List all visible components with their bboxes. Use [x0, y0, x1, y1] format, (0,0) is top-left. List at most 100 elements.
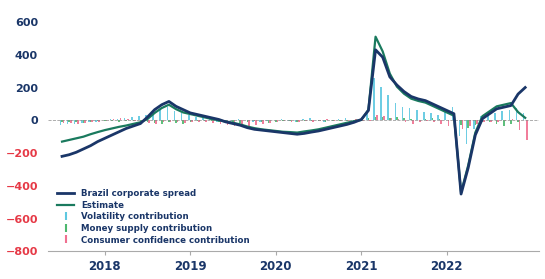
Bar — [312, 120, 314, 122]
Bar — [412, 120, 414, 124]
Bar — [469, 120, 470, 126]
Bar — [232, 120, 234, 122]
Bar — [341, 120, 342, 121]
Bar — [106, 120, 107, 121]
Bar — [275, 120, 276, 122]
Bar — [387, 95, 389, 120]
Bar — [489, 120, 490, 122]
Bar — [141, 120, 143, 122]
Bar — [197, 120, 198, 121]
Bar — [403, 118, 405, 120]
Bar — [88, 120, 90, 122]
Bar — [216, 120, 218, 122]
Bar — [396, 117, 398, 120]
Bar — [288, 120, 289, 121]
Legend: Brazil corporate spread, Estimate, Volatility contribution, Money supply contrib: Brazil corporate spread, Estimate, Volat… — [57, 189, 250, 245]
Bar — [61, 120, 63, 122]
Bar — [410, 119, 412, 120]
Bar — [519, 120, 520, 130]
Bar — [432, 118, 433, 120]
Bar — [391, 118, 392, 120]
Bar — [195, 117, 197, 120]
Bar — [155, 120, 157, 124]
Bar — [132, 120, 134, 121]
Bar — [517, 120, 519, 122]
Bar — [177, 120, 178, 122]
Bar — [181, 113, 183, 120]
Bar — [291, 120, 293, 122]
Bar — [498, 120, 499, 122]
Bar — [70, 120, 71, 123]
Bar — [174, 111, 175, 120]
Bar — [125, 120, 127, 121]
Bar — [309, 118, 311, 120]
Bar — [239, 120, 241, 123]
Bar — [281, 119, 282, 120]
Bar — [473, 120, 475, 129]
Bar — [323, 120, 325, 122]
Bar — [295, 120, 296, 122]
Bar — [63, 120, 64, 123]
Bar — [259, 120, 261, 122]
Bar — [169, 120, 171, 122]
Bar — [409, 109, 410, 120]
Bar — [380, 87, 382, 120]
Bar — [131, 117, 132, 120]
Bar — [494, 113, 496, 120]
Bar — [205, 120, 207, 122]
Bar — [319, 120, 321, 121]
Bar — [261, 120, 262, 122]
Bar — [161, 120, 162, 124]
Bar — [289, 120, 291, 121]
Bar — [118, 120, 120, 122]
Bar — [284, 120, 285, 121]
Bar — [468, 120, 469, 129]
Bar — [223, 120, 225, 121]
Bar — [248, 120, 250, 126]
Bar — [74, 120, 76, 124]
Bar — [373, 78, 375, 120]
Bar — [220, 120, 221, 124]
Bar — [361, 120, 362, 121]
Bar — [453, 119, 455, 120]
Bar — [440, 120, 442, 124]
Bar — [77, 120, 78, 124]
Bar — [60, 120, 61, 125]
Bar — [68, 120, 70, 122]
Bar — [304, 120, 305, 121]
Bar — [375, 117, 377, 120]
Bar — [160, 109, 161, 120]
Bar — [211, 120, 213, 121]
Bar — [369, 120, 371, 121]
Bar — [184, 120, 185, 123]
Bar — [455, 120, 456, 124]
Bar — [439, 119, 440, 120]
Bar — [83, 120, 84, 123]
Bar — [523, 113, 524, 120]
Bar — [416, 110, 417, 120]
Bar — [241, 120, 243, 126]
Bar — [305, 120, 307, 121]
Bar — [384, 116, 385, 120]
Bar — [138, 116, 140, 120]
Bar — [104, 120, 106, 121]
Bar — [282, 120, 284, 121]
Bar — [475, 120, 476, 125]
Bar — [398, 119, 399, 120]
Bar — [209, 119, 211, 120]
Bar — [183, 120, 184, 124]
Bar — [140, 120, 141, 121]
Bar — [147, 120, 148, 122]
Bar — [325, 120, 326, 122]
Bar — [461, 120, 462, 125]
Bar — [246, 120, 248, 122]
Bar — [419, 120, 421, 122]
Bar — [326, 119, 328, 120]
Bar — [452, 107, 453, 120]
Bar — [296, 120, 298, 122]
Bar — [124, 118, 125, 120]
Bar — [355, 119, 356, 120]
Bar — [501, 111, 503, 120]
Bar — [134, 120, 136, 121]
Bar — [298, 120, 300, 122]
